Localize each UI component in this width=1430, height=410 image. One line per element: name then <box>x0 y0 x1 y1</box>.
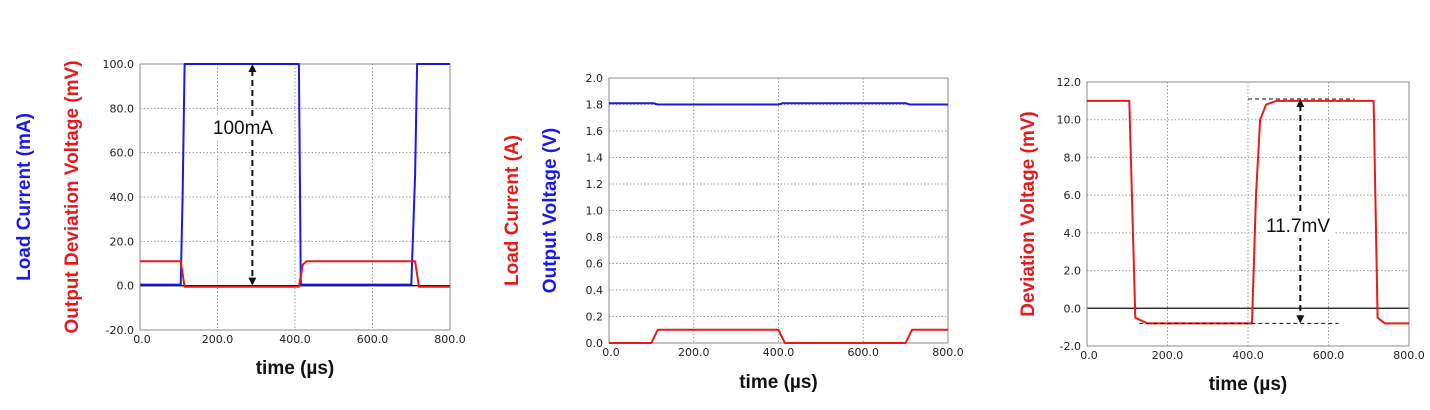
annotation-arrowhead-top <box>1296 98 1305 107</box>
y-tick-label: 8.0 <box>1064 151 1082 164</box>
series-line-1 <box>609 102 948 106</box>
y-tick-label: 1.8 <box>586 99 604 112</box>
x-axis-label: time (µs) <box>256 358 335 379</box>
y-tick-label: 20.0 <box>110 235 135 248</box>
y-tick-label: 1.6 <box>586 125 604 138</box>
x-tick-label: 800.0 <box>932 346 964 359</box>
x-tick-label: 0.0 <box>1080 349 1098 362</box>
y-tick-label: -2.0 <box>1060 340 1081 353</box>
y-tick-label: 0.0 <box>117 280 135 293</box>
y-tick-label: 0.4 <box>586 284 604 297</box>
y-axis-label-1: Deviation Voltage (mV) <box>1018 111 1039 317</box>
plot-frame <box>608 77 949 344</box>
x-tick-label: 600.0 <box>848 346 880 359</box>
series-line-2 <box>140 260 450 288</box>
series-line-1 <box>140 63 450 286</box>
y-tick-label: 0.2 <box>586 311 604 324</box>
annotation-label: 11.7mV <box>1266 216 1330 237</box>
annotation-1: 11.7mV <box>1139 98 1355 324</box>
plot-frame <box>1086 81 1410 347</box>
chart-3: 0.0 200.0 400.0 600.0 800.0-2.00.02.04.06.08… <box>1018 76 1425 395</box>
chart-1: 0.0 200.0 400.0 600.0 800.0-20.00.020.040.06… <box>14 58 466 379</box>
annotation-arrowhead-bottom <box>248 277 257 286</box>
x-tick-label: 200.0 <box>1152 349 1184 362</box>
y-tick-label: 0.0 <box>1064 302 1082 315</box>
x-tick-label: 200.0 <box>202 333 234 346</box>
y-axis-label-2: Output Voltage (V) <box>540 128 561 293</box>
annotation-1: 100mA <box>212 64 274 286</box>
x-tick-label: 800.0 <box>434 333 466 346</box>
annotation-label-bg <box>1262 214 1334 238</box>
y-tick-label: 1.2 <box>586 178 604 191</box>
x-axis-label: time (µs) <box>739 372 818 393</box>
y-tick-label: -20.0 <box>106 324 134 337</box>
y-axis-label-1: Load Current (mA) <box>14 113 35 281</box>
annotation-arrowhead-bottom <box>1296 315 1305 324</box>
y-tick-label: 12.0 <box>1057 76 1082 89</box>
y-tick-label: 6.0 <box>1064 189 1082 202</box>
x-tick-label: 400.0 <box>1232 349 1264 362</box>
y-tick-label: 2.0 <box>586 72 604 85</box>
annotation-label-bg <box>212 116 274 140</box>
plot-area <box>1087 82 1409 346</box>
annotation-arrowhead-top <box>248 64 257 72</box>
x-tick-label: 0.0 <box>133 333 151 346</box>
y-tick-label: 100.0 <box>103 58 135 71</box>
y-tick-label: 1.4 <box>586 152 604 165</box>
x-tick-label: 600.0 <box>1313 349 1345 362</box>
y-tick-label: 1.0 <box>586 205 604 218</box>
x-tick-label: 200.0 <box>678 346 710 359</box>
x-tick-label: 800.0 <box>1393 349 1425 362</box>
y-tick-label: 0.6 <box>586 258 604 271</box>
x-tick-label: 400.0 <box>279 333 311 346</box>
y-tick-label: 80.0 <box>110 102 135 115</box>
chart-2: 0.0 200.0 400.0 600.0 800.0 0.0 0.2 0.4 0.6 0.8 1.… <box>502 72 964 393</box>
series-line-2 <box>609 328 948 344</box>
x-tick-label: 400.0 <box>763 346 795 359</box>
x-tick-label: 0.0 <box>602 346 620 359</box>
x-axis-label: time (µs) <box>1209 374 1288 395</box>
y-tick-label: 40.0 <box>110 191 135 204</box>
y-tick-label: 60.0 <box>110 147 135 160</box>
x-tick-label: 600.0 <box>357 333 389 346</box>
y-tick-label: 10.0 <box>1057 114 1082 127</box>
y-tick-label: 4.0 <box>1064 227 1082 240</box>
y-axis-label-2: Output Deviation Voltage (mV) <box>62 60 83 333</box>
series-line-1 <box>1087 99 1409 325</box>
annotation-label: 100mA <box>213 118 274 139</box>
y-tick-label: 0.8 <box>586 231 604 244</box>
y-tick-label: 0.0 <box>586 337 604 350</box>
y-tick-label: 2.0 <box>1064 265 1082 278</box>
y-axis-label-1: Load Current (A) <box>502 135 523 286</box>
